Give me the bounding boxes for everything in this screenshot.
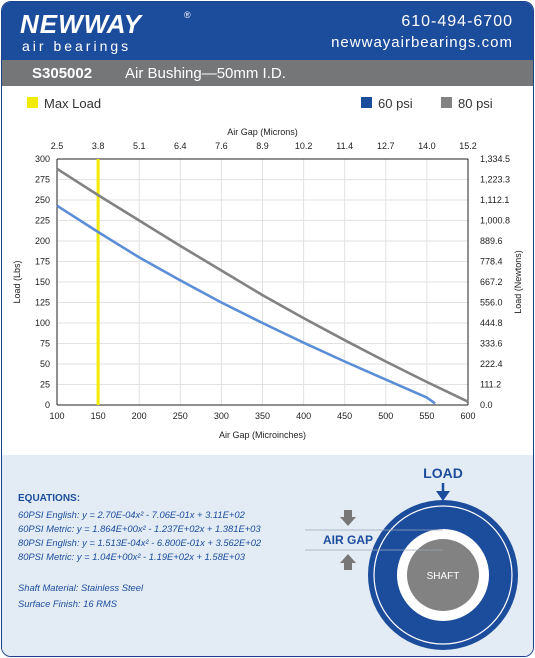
equation-60psi-metric: 60PSI Metric: y = 1.864E+00x² - 1.237E+0… — [18, 523, 261, 534]
airgap-arrow-bottom-head — [340, 554, 356, 563]
series-line-60psi — [56, 204, 436, 405]
top-tick-label: 14.0 — [418, 141, 436, 151]
y-right-tick-label: 222.4 — [480, 359, 503, 369]
registered-mark: ® — [184, 10, 191, 20]
y-right-tick-label: 0.0 — [480, 400, 493, 410]
y-axis-label-right: Load (Newtons) — [513, 250, 523, 314]
equation-80psi-metric: 80PSI Metric: y = 1.04E+00x² - 1.19E+02x… — [18, 551, 245, 562]
y-axis-label-left: Load (Lbs) — [12, 260, 22, 303]
x-tick-label: 550 — [419, 411, 434, 421]
x-tick-label: 100 — [49, 411, 64, 421]
y-tick-label: 100 — [35, 318, 50, 328]
phone-number: 610-494-6700 — [401, 13, 513, 30]
y-right-tick-label: 444.8 — [480, 318, 503, 328]
load-arrow-head — [436, 491, 450, 501]
shaft-circle — [407, 539, 479, 611]
y-tick-label: 25 — [40, 380, 50, 390]
top-tick-label: 3.8 — [92, 141, 105, 151]
legend-max-load: Max Load — [44, 96, 102, 111]
brand-tagline: air bearings — [22, 38, 132, 54]
legend-80psi-swatch — [441, 97, 452, 108]
y-right-tick-label: 667.2 — [480, 277, 503, 287]
legend-60psi-swatch — [361, 97, 372, 108]
surface-finish: Surface Finish: 16 RMS — [18, 598, 117, 609]
top-tick-label: 15.2 — [459, 141, 477, 151]
y-tick-label: 300 — [35, 154, 50, 164]
airgap-arrow-top-shaft — [344, 510, 352, 517]
y-right-tick-label: 111.2 — [480, 380, 501, 390]
x-tick-label: 450 — [337, 411, 352, 421]
top-tick-label: 6.4 — [174, 141, 187, 151]
part-description: Air Bushing—50mm I.D. — [125, 65, 286, 82]
equation-60psi-english: 60PSI English: y = 2.70E-04x² - 7.06E-01… — [18, 509, 245, 520]
x-tick-label: 300 — [214, 411, 229, 421]
y-tick-label: 0 — [45, 400, 50, 410]
y-right-tick-label: 1,334.5 — [480, 154, 510, 164]
y-tick-label: 125 — [35, 298, 50, 308]
equation-80psi-english: 80PSI English: y = 1.513E-04x² - 6.800E-… — [18, 537, 262, 548]
top-tick-label: 2.5 — [51, 141, 64, 151]
y-tick-label: 50 — [40, 359, 50, 369]
bushing-ring-highlight — [373, 505, 513, 645]
shaft-material: Shaft Material: Stainless Steel — [18, 582, 144, 593]
y-tick-label: 225 — [35, 216, 50, 226]
y-tick-label: 75 — [40, 339, 50, 349]
y-tick-label: 175 — [35, 257, 50, 267]
max-load-swatch — [27, 97, 38, 108]
top-tick-label: 8.9 — [256, 141, 269, 151]
x-tick-label: 250 — [173, 411, 188, 421]
brand-logo: NEWWAY — [20, 9, 141, 39]
y-right-tick-label: 1,112.1 — [480, 195, 509, 205]
top-tick-label: 11.4 — [336, 141, 353, 151]
x-tick-label: 350 — [255, 411, 270, 421]
x-tick-label: 200 — [132, 411, 147, 421]
legend-60psi: 60 psi — [378, 96, 413, 111]
top-tick-label: 10.2 — [295, 141, 313, 151]
website-link[interactable]: newwayairbearings.com — [331, 34, 513, 51]
top-tick-label: 12.7 — [377, 141, 395, 151]
y-tick-label: 150 — [35, 277, 50, 287]
y-tick-label: 275 — [35, 175, 50, 185]
title-bar — [2, 60, 533, 86]
airgap-arrow-bottom-shaft — [344, 563, 352, 570]
y-tick-label: 250 — [35, 195, 50, 205]
airgap-arrow-top-head — [340, 517, 356, 526]
y-right-tick-label: 333.6 — [480, 339, 503, 349]
part-number: S305002 — [32, 65, 93, 82]
legend-80psi: 80 psi — [458, 96, 493, 111]
series-line-80psi — [56, 167, 469, 403]
load-vs-airgap-chart: 1002.51503.82005.12506.43007.63508.94001… — [12, 127, 523, 440]
top-tick-label: 7.6 — [215, 141, 228, 151]
top-axis-label: Air Gap (Microns) — [227, 127, 298, 137]
y-right-tick-label: 1,000.8 — [480, 216, 510, 226]
x-axis-label: Air Gap (Microinches) — [219, 430, 306, 440]
shaft-label: SHAFT — [427, 571, 460, 582]
y-right-tick-label: 778.4 — [480, 257, 503, 267]
x-tick-label: 400 — [296, 411, 311, 421]
y-right-tick-label: 889.6 — [480, 236, 503, 246]
x-tick-label: 600 — [460, 411, 475, 421]
load-label: LOAD — [423, 465, 463, 481]
equations-title: EQUATIONS: — [18, 493, 81, 504]
x-tick-label: 150 — [91, 411, 106, 421]
header-bar — [2, 2, 533, 60]
x-tick-label: 500 — [378, 411, 393, 421]
top-tick-label: 5.1 — [133, 141, 146, 151]
y-right-tick-label: 556.0 — [480, 298, 503, 308]
y-tick-label: 200 — [35, 236, 50, 246]
air-gap-label: AIR GAP — [323, 533, 373, 547]
y-right-tick-label: 1,223.3 — [480, 175, 510, 185]
